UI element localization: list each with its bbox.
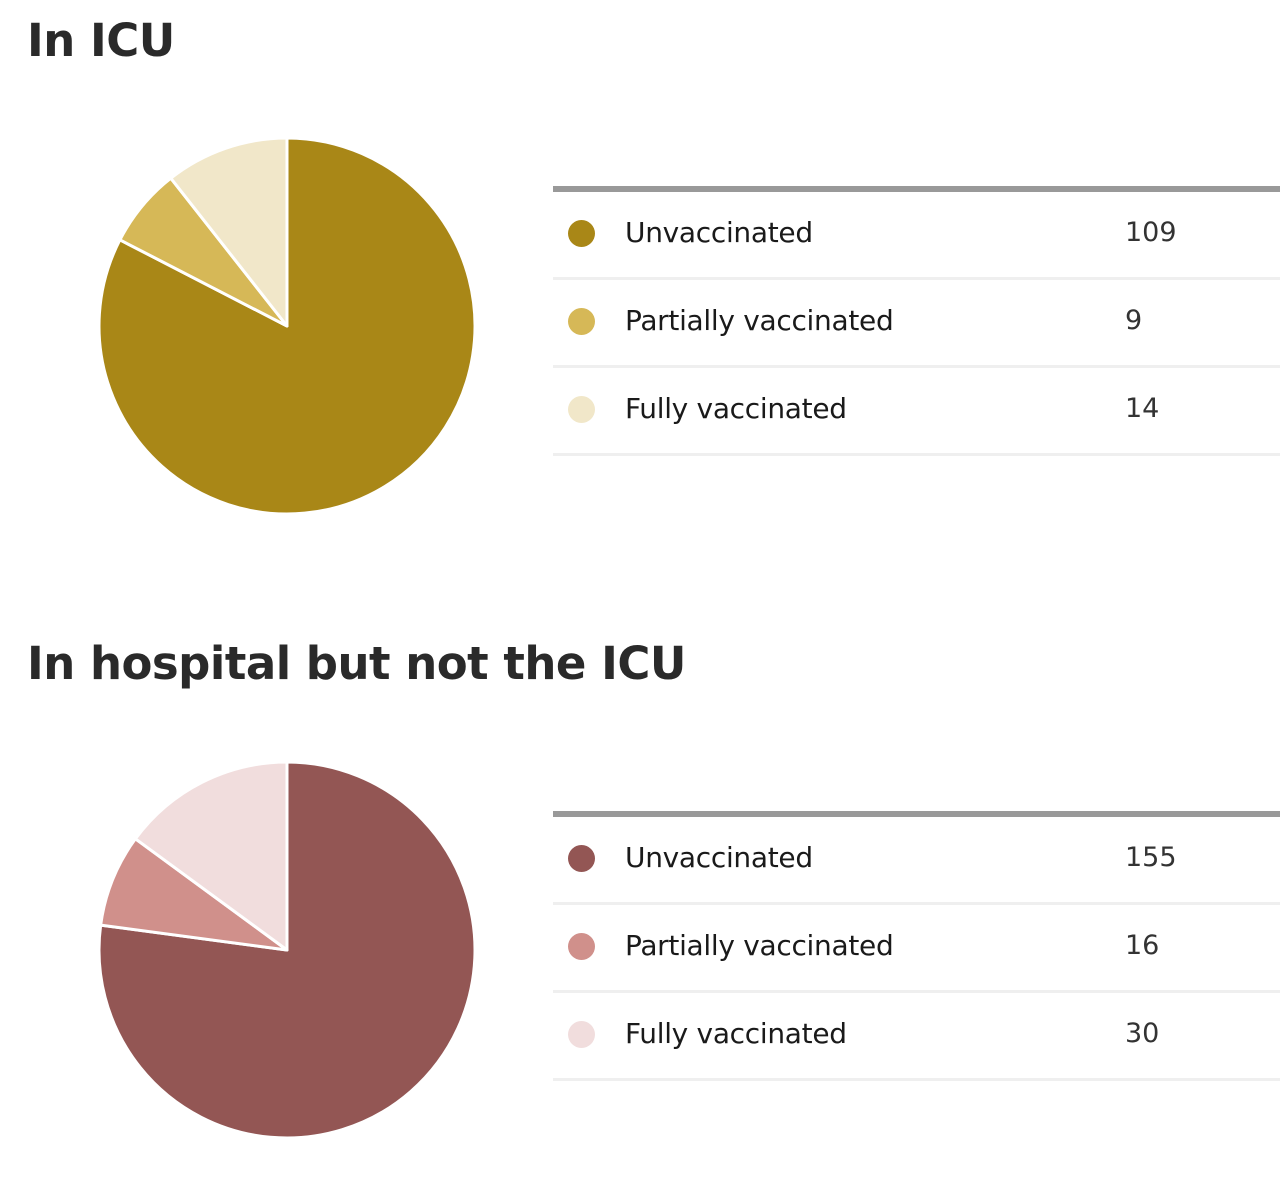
legend-label: Unvaccinated xyxy=(625,216,813,249)
pie-slice-fully-vaccinated xyxy=(133,760,289,952)
unvaccinated-swatch-icon xyxy=(568,220,595,247)
unvaccinated-swatch-icon xyxy=(568,845,595,872)
hospital-pie-chart xyxy=(97,760,477,1140)
partially-vaccinated-swatch-icon xyxy=(568,933,595,960)
legend-value: 155 xyxy=(1125,842,1177,873)
icu-legend-table: Unvaccinated 109 Partially vaccinated 9 … xyxy=(553,186,1280,456)
section-title: In hospital but not the ICU xyxy=(27,637,686,690)
legend-label: Unvaccinated xyxy=(625,841,813,874)
partially-vaccinated-swatch-icon xyxy=(568,308,595,335)
pie-slice-fully-vaccinated xyxy=(169,136,289,328)
pie-slice-partially-vaccinated xyxy=(99,837,289,952)
legend-row-partially-vaccinated: Partially vaccinated 16 xyxy=(553,905,1280,993)
icu-pie-chart xyxy=(97,136,477,516)
legend-row-partially-vaccinated: Partially vaccinated 9 xyxy=(553,280,1280,368)
icu-section: In ICU Unvaccinated 109 Partially vaccin… xyxy=(27,14,1280,516)
legend-label: Fully vaccinated xyxy=(625,392,847,425)
legend-row-unvaccinated: Unvaccinated 109 xyxy=(553,192,1280,280)
legend-row-fully-vaccinated: Fully vaccinated 14 xyxy=(553,368,1280,456)
hospital-section: In hospital but not the ICU Unvaccinated… xyxy=(0,600,1280,1195)
legend-label: Fully vaccinated xyxy=(625,1017,847,1050)
legend-label: Partially vaccinated xyxy=(625,304,894,337)
legend-value: 9 xyxy=(1125,305,1143,336)
legend-row-unvaccinated: Unvaccinated 155 xyxy=(553,817,1280,905)
fully-vaccinated-swatch-icon xyxy=(568,396,595,423)
legend-value: 30 xyxy=(1125,1018,1160,1049)
legend-value: 109 xyxy=(1125,217,1177,248)
legend-value: 14 xyxy=(1125,393,1160,424)
legend-label: Partially vaccinated xyxy=(625,929,894,962)
legend-value: 16 xyxy=(1125,930,1160,961)
section-title: In ICU xyxy=(27,14,175,67)
legend-row-fully-vaccinated: Fully vaccinated 30 xyxy=(553,993,1280,1081)
hospital-legend-table: Unvaccinated 155 Partially vaccinated 16… xyxy=(553,811,1280,1081)
fully-vaccinated-swatch-icon xyxy=(568,1021,595,1048)
